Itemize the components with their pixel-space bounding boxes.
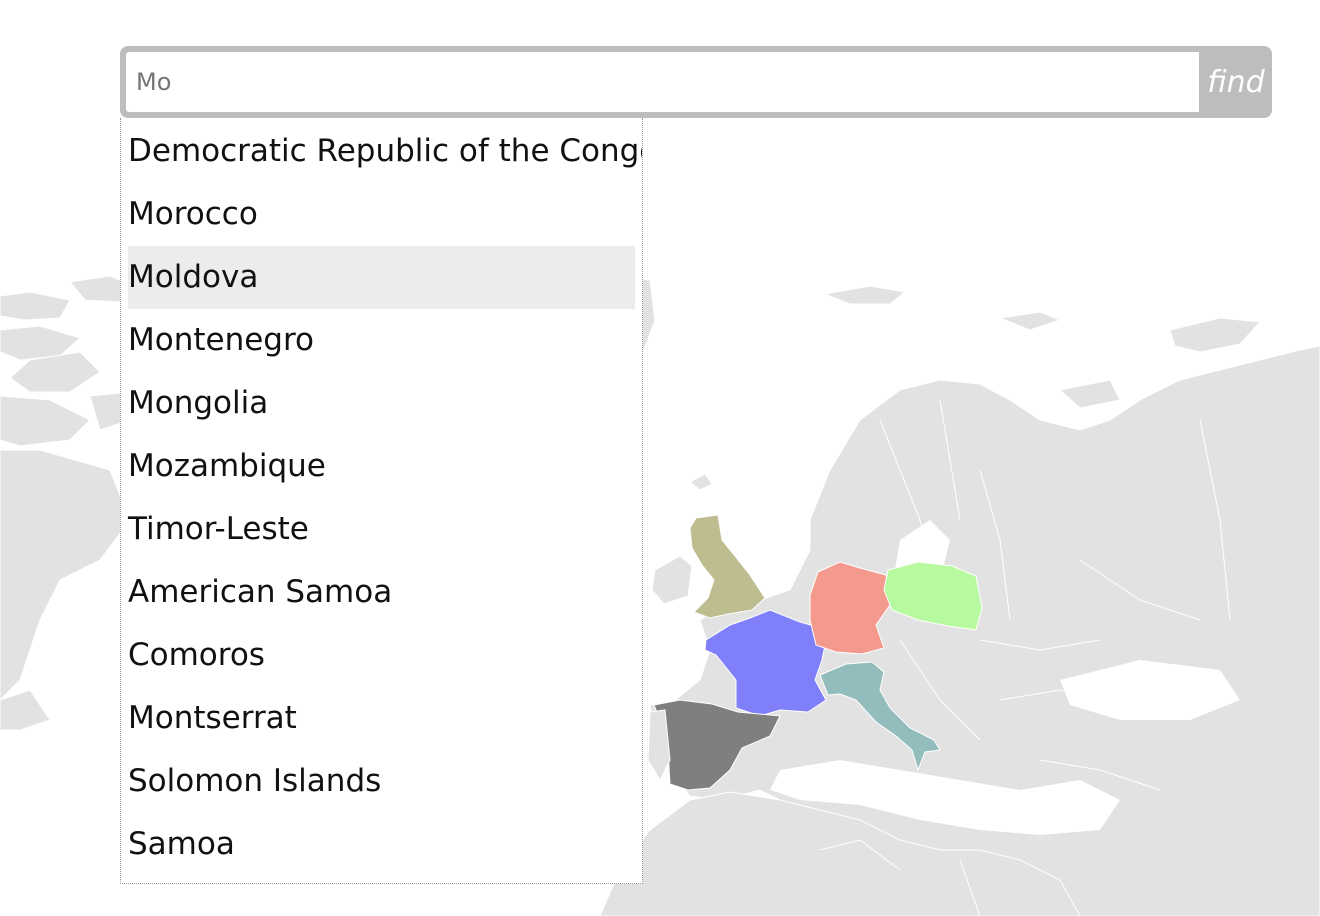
united-kingdom-shape[interactable]	[689, 514, 766, 619]
france-shape[interactable]	[704, 609, 829, 717]
suggestion-item[interactable]: Solomon Islands	[128, 763, 382, 799]
ireland-land	[651, 555, 693, 605]
find-button[interactable]: find	[1207, 64, 1265, 100]
suggestion-item[interactable]: Morocco	[128, 196, 258, 232]
suggestion-item[interactable]: Comoros	[128, 637, 265, 673]
africa-land	[599, 791, 1081, 916]
arctic-islands	[823, 285, 1262, 409]
germany-shape[interactable]	[809, 561, 891, 655]
suggestion-item[interactable]: Mongolia	[128, 385, 269, 421]
black-sea	[1060, 660, 1240, 720]
suggestion-item[interactable]: Samoa	[128, 826, 235, 862]
search-bar: find	[120, 46, 1272, 118]
suggestion-item[interactable]: American Samoa	[128, 574, 393, 610]
suggestion-dropdown: Democratic Republic of the Congo Morocco…	[120, 118, 643, 884]
suggestion-item[interactable]: Democratic Republic of the Congo	[128, 133, 643, 169]
north-america-land	[0, 275, 142, 731]
suggestion-item[interactable]: Mozambique	[128, 448, 326, 484]
mediterranean-sea	[770, 760, 1120, 835]
suggestion-item[interactable]: Timor-Leste	[128, 511, 309, 547]
search-input[interactable]	[126, 52, 1199, 112]
italy-shape[interactable]	[819, 661, 941, 772]
iceland-land	[689, 473, 713, 491]
suggestion-item[interactable]: Montserrat	[128, 700, 297, 736]
suggestion-item-active[interactable]: Moldova	[128, 246, 635, 309]
poland-shape[interactable]	[883, 561, 983, 631]
portugal-shape	[647, 709, 671, 782]
suggestion-item[interactable]: Montenegro	[128, 322, 315, 358]
